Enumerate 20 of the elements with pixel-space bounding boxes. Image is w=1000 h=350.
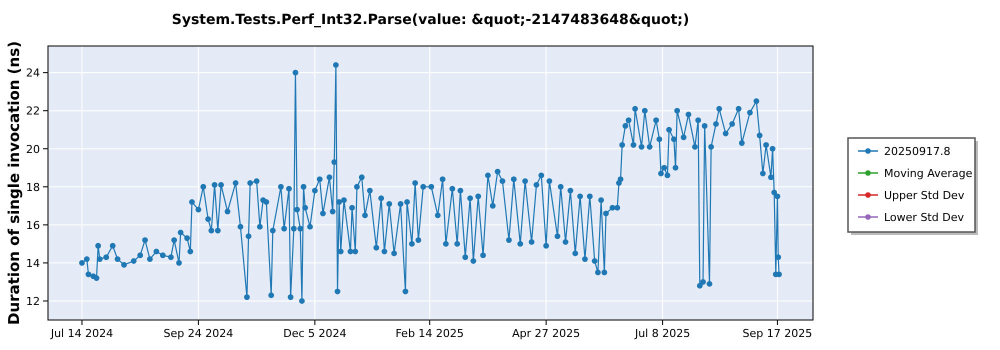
x-tick-label: Dec 5 2024 bbox=[283, 327, 346, 340]
legend-label: Upper Std Dev bbox=[884, 189, 965, 202]
legend-label: Moving Average bbox=[884, 167, 973, 180]
legend-label: Lower Std Dev bbox=[884, 211, 964, 224]
y-tick-label: 22 bbox=[26, 104, 40, 118]
x-tick-label: Feb 14 2025 bbox=[395, 327, 464, 340]
x-tick-label: Sep 24 2024 bbox=[164, 327, 234, 340]
x-tick-label: Jul 8 2025 bbox=[634, 327, 690, 340]
y-axis-title: Duration of single invocation (ns) bbox=[5, 41, 23, 325]
y-tick-label: 24 bbox=[26, 66, 40, 80]
y-tick-label: 18 bbox=[26, 180, 40, 194]
legend-label: 20250917.8 bbox=[884, 145, 950, 158]
x-tick-label: Jul 14 2024 bbox=[50, 327, 114, 340]
x-tick-label: Sep 17 2025 bbox=[742, 327, 812, 340]
y-tick-label: 12 bbox=[26, 294, 40, 308]
x-tick-label: Apr 27 2025 bbox=[512, 327, 580, 340]
y-tick-label: 20 bbox=[26, 142, 40, 156]
y-tick-label: 16 bbox=[26, 218, 40, 232]
chart-title: System.Tests.Perf_Int32.Parse(value: &quot;-2147483648&quot;) bbox=[172, 12, 690, 28]
y-tick-label: 14 bbox=[26, 256, 40, 270]
